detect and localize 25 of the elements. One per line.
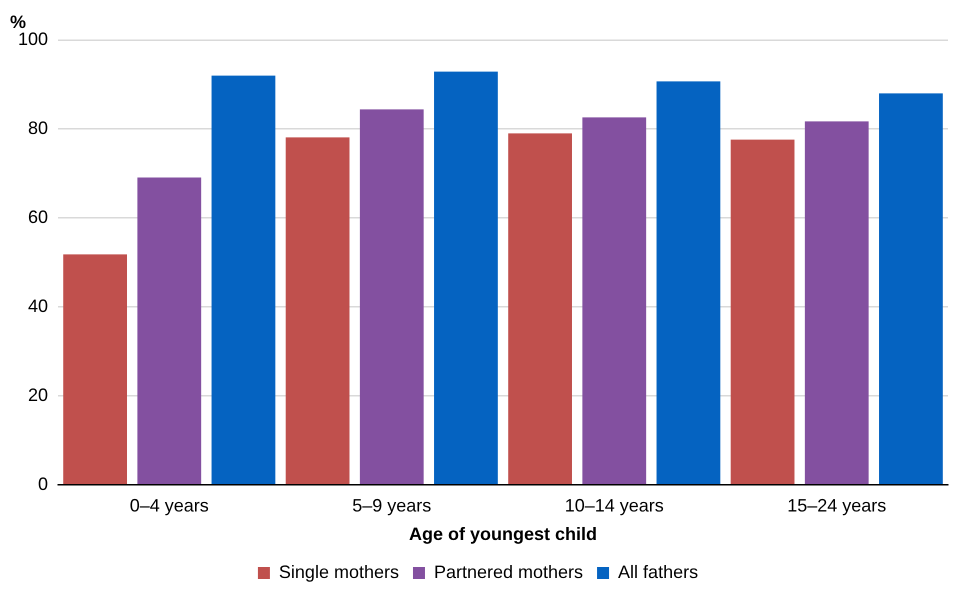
bar — [804, 121, 869, 484]
bar — [360, 109, 424, 484]
x-tick-label: 15–24 years — [787, 496, 886, 516]
legend-label: Single mothers — [278, 562, 399, 582]
x-tick-label: 10–14 years — [564, 496, 664, 516]
bar — [137, 177, 202, 484]
x-axis-title: Age of youngest child — [409, 524, 598, 544]
bar — [508, 133, 572, 484]
x-tick-label: 5–9 years — [352, 496, 432, 516]
legend-label: All fathers — [618, 562, 698, 582]
y-tick-label: 0 — [38, 474, 48, 494]
bar — [434, 72, 498, 484]
y-tick-label: 60 — [28, 206, 48, 227]
y-tick-label: 20 — [28, 384, 48, 405]
y-tick-label: 80 — [28, 118, 48, 138]
bar — [656, 81, 720, 484]
x-tick-label: 0–4 years — [130, 496, 209, 516]
bar — [582, 117, 646, 484]
y-tick-label: 40 — [28, 296, 48, 316]
bar — [212, 76, 276, 484]
bar — [63, 254, 128, 484]
bar — [286, 137, 350, 484]
bar — [879, 93, 943, 484]
legend-label: Partnered mothers — [434, 562, 584, 582]
bar — [730, 140, 794, 484]
